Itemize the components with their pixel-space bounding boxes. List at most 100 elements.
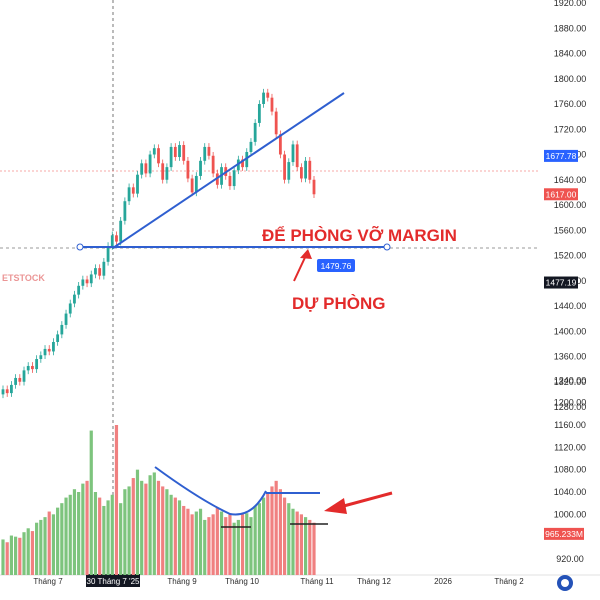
volume-bars — [1, 425, 316, 575]
candle — [43, 345, 47, 360]
support-line-end-handle[interactable] — [383, 243, 391, 251]
price-tag-bg — [544, 276, 578, 289]
volume-bar — [261, 497, 266, 575]
candle — [283, 150, 286, 184]
volume-bar — [299, 514, 303, 575]
volume-bar — [14, 536, 18, 575]
volume-bar — [135, 469, 140, 575]
candle — [299, 163, 303, 183]
volume-bar — [219, 511, 224, 575]
candle — [295, 140, 299, 171]
candle — [144, 159, 148, 178]
candle — [245, 148, 249, 171]
volume-arrow-icon — [324, 491, 393, 514]
candle — [64, 309, 68, 329]
candle — [270, 93, 274, 116]
x-tick-label: Tháng 10 — [225, 577, 259, 586]
candle — [257, 100, 261, 127]
price-tag-label: 1677.78 — [546, 151, 577, 161]
volume-bar — [68, 494, 72, 575]
candle — [10, 381, 13, 397]
volume-bar — [123, 489, 127, 575]
candle — [228, 172, 232, 190]
candle — [131, 183, 135, 198]
volume-bar — [194, 511, 198, 575]
volume-bar — [89, 430, 93, 575]
volume-bar — [43, 517, 47, 575]
volume-bar — [177, 500, 182, 575]
volume-bar — [215, 507, 219, 575]
candle — [98, 264, 102, 280]
candle — [274, 107, 278, 139]
volume-bar — [161, 486, 165, 575]
y-tick-label: 1560.00 — [554, 225, 587, 235]
volume-bar — [127, 486, 131, 575]
volume-bar — [308, 519, 312, 575]
y-tick-label: 1240.00 — [554, 375, 587, 385]
volume-bar — [165, 489, 169, 575]
volume-bar — [236, 519, 240, 575]
annotation-margin: ĐỂ PHÒNG VỠ MARGIN — [262, 225, 457, 245]
volume-bar — [81, 483, 85, 575]
price-tag-bg — [544, 149, 578, 162]
volume-bar — [39, 519, 43, 575]
candle — [308, 157, 312, 184]
candle — [73, 290, 76, 308]
volume-tag-label: 965.233M — [545, 529, 583, 539]
candle — [123, 197, 127, 225]
candle — [89, 270, 93, 288]
y-tick-label: 1880.00 — [554, 23, 587, 33]
volume-bar — [291, 508, 295, 575]
candle — [291, 140, 295, 166]
y-tick-label: 1760.00 — [554, 99, 587, 109]
volume-bar — [51, 514, 56, 575]
volume-bar — [22, 532, 26, 575]
candle — [68, 299, 72, 318]
uptrend-line[interactable] — [112, 92, 345, 249]
price-tag-label: 1477.19 — [546, 278, 577, 288]
x-tick-label: Tháng 11 — [300, 577, 334, 586]
logo-icon — [557, 575, 573, 591]
volume-bar — [98, 497, 102, 575]
candle — [39, 351, 43, 363]
candle — [14, 374, 18, 389]
volume-bar — [303, 517, 308, 575]
candle — [157, 144, 160, 168]
y-tick-label: 1120.00 — [554, 442, 586, 452]
volume-bar — [249, 517, 253, 575]
y-tick-label: 1840.00 — [554, 49, 587, 59]
volume-bar — [5, 542, 9, 575]
candle — [136, 170, 139, 198]
x-tick-label: Tháng 9 — [167, 577, 197, 586]
x-tick-label: Tháng 2 — [494, 577, 524, 586]
candle — [26, 362, 30, 375]
x-tick-label: Tháng 7 — [33, 577, 63, 586]
support-line-start-handle[interactable] — [76, 243, 84, 251]
y-tick-label: 1440.00 — [554, 301, 587, 311]
x-tick-label: 2026 — [434, 577, 452, 586]
volume-bar — [60, 503, 64, 575]
volume-cup-curve[interactable] — [154, 466, 267, 516]
crosshair-date-label-bg — [86, 574, 140, 587]
candle — [182, 141, 186, 165]
y-tick-label: 1200.00 — [554, 398, 587, 408]
volume-bar — [64, 497, 68, 575]
arrow-to-support-icon — [293, 249, 312, 282]
y-tick-label: 1600.00 — [554, 200, 587, 210]
candle — [140, 159, 144, 179]
candlesticks — [1, 88, 316, 399]
x-tick-label: Tháng 12 — [357, 577, 391, 586]
volume-bar — [102, 505, 106, 575]
annotation-reserve: DỰ PHÒNG — [292, 294, 385, 313]
volume-bar — [182, 505, 186, 575]
y-tick-label: 1920.00 — [554, 0, 587, 8]
volume-bar — [56, 507, 60, 575]
y-tick-label: 1320.00 — [554, 377, 587, 387]
volume-bar — [203, 519, 207, 575]
volume-bar — [152, 472, 156, 575]
price-tag-bg — [544, 188, 578, 201]
candle — [152, 144, 156, 159]
volume-bar — [190, 514, 194, 575]
volume-bar — [93, 492, 98, 575]
